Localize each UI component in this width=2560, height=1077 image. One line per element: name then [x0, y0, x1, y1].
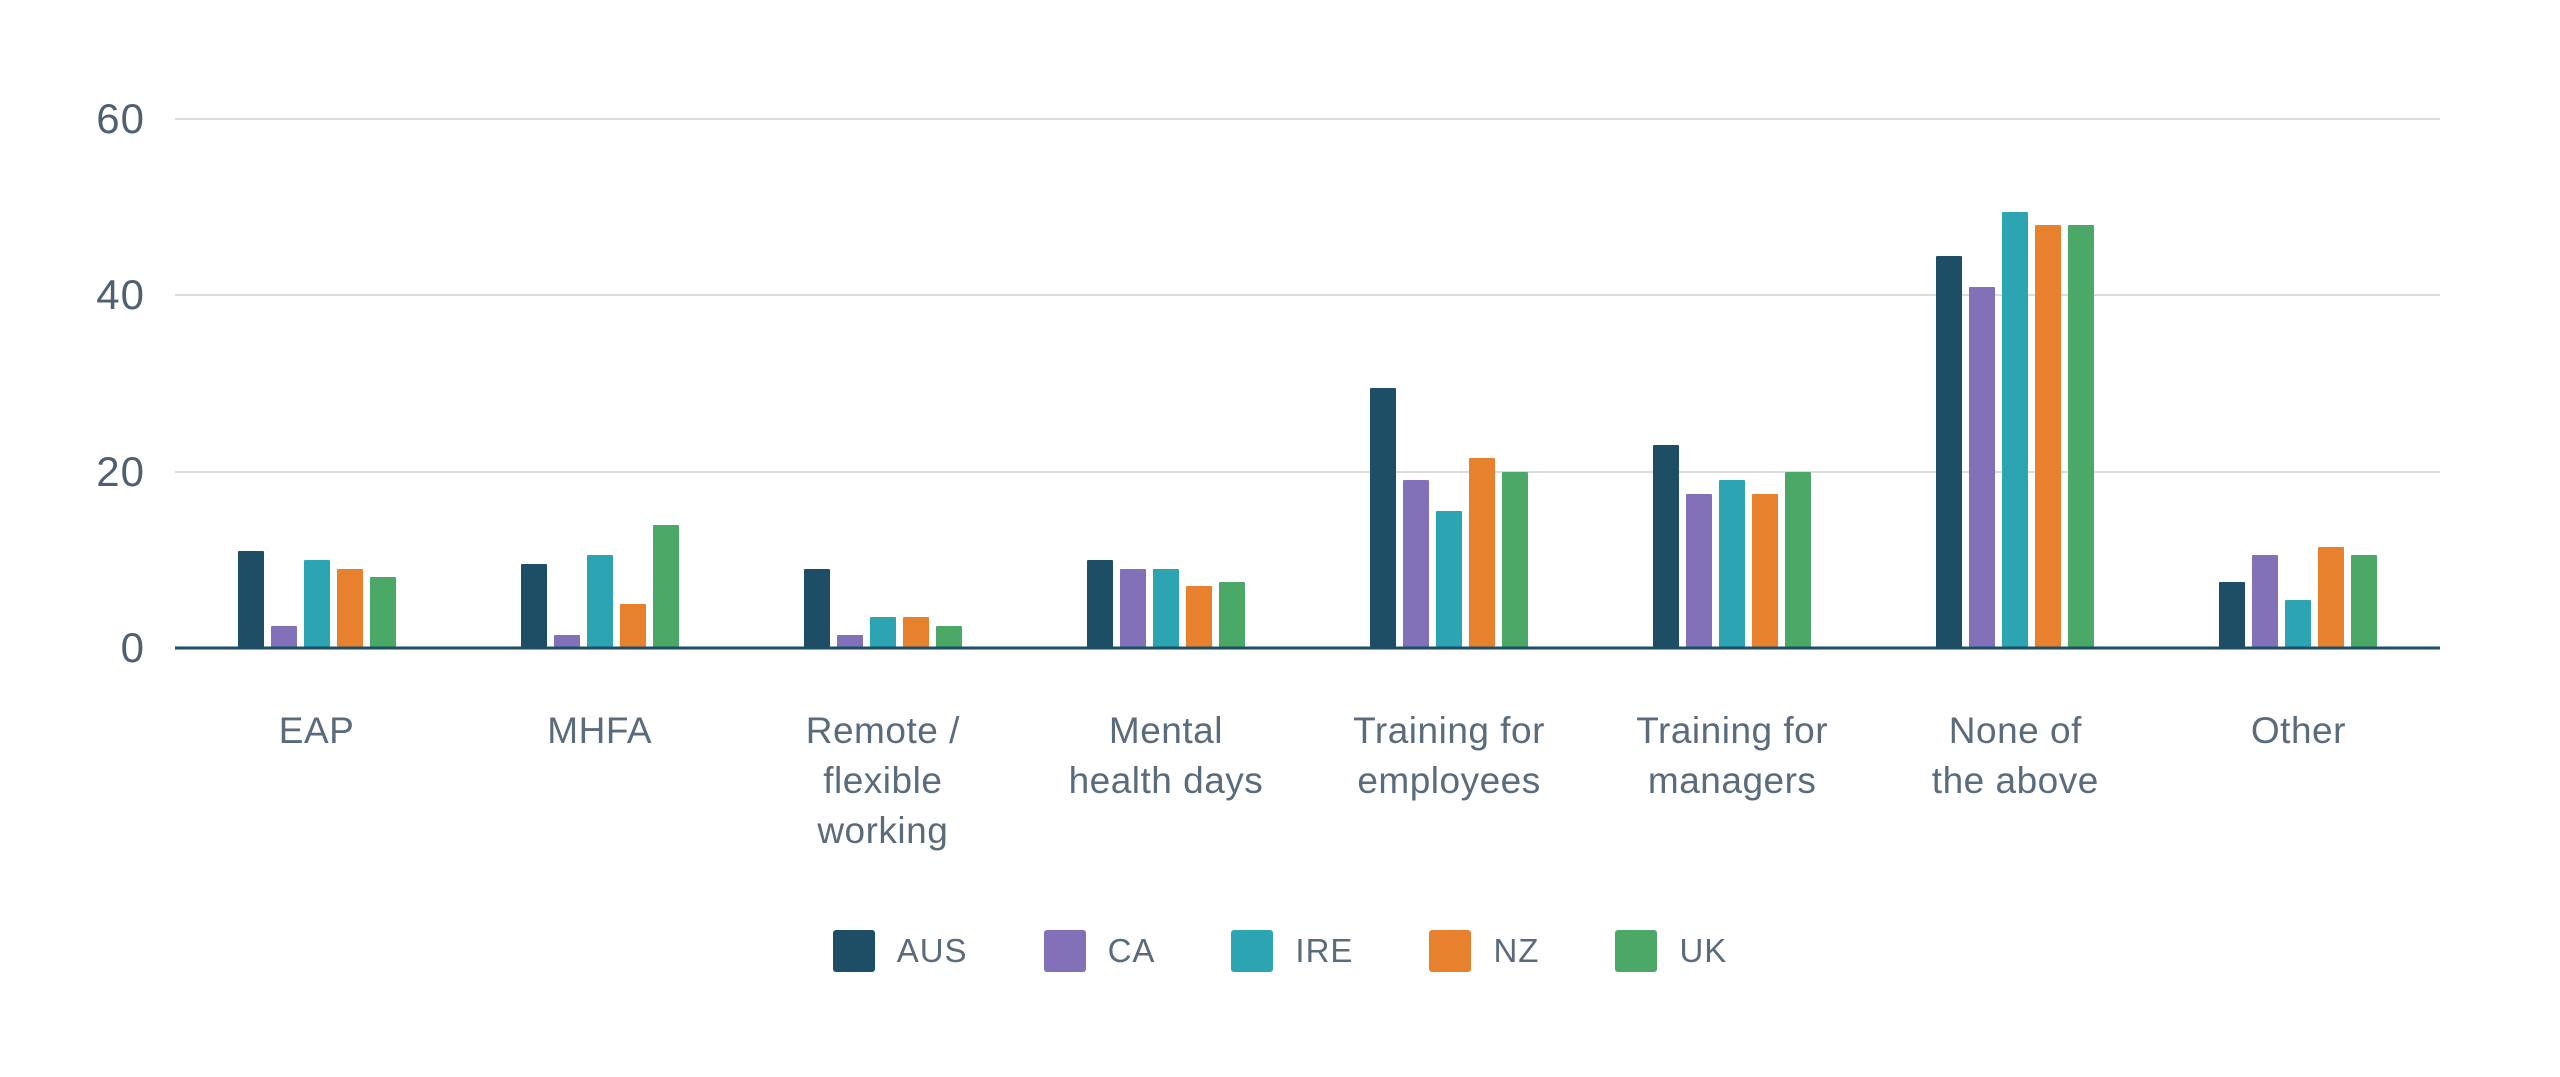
bar-ire-training-for-managers: [1719, 480, 1746, 648]
plot-area: EAP MHFA Remote / flexible working Mental h…: [96, 98, 2440, 851]
legend: AUS CA IRE NZ UK: [0, 930, 2560, 972]
bar-aus-other: [2219, 581, 2246, 648]
bar-ire-other: [2285, 599, 2312, 648]
bar-group-none-of-the-above: [1874, 119, 2157, 648]
bar-group-remote-flexible-working: [741, 119, 1024, 648]
bar-ca-remote-flexible-working: [836, 634, 863, 648]
x-axis-labels: EAP MHFA Remote / flexible working Mental h…: [175, 706, 2440, 856]
bar-aus-remote-flexible-working: [803, 568, 830, 648]
bar-group-other: [2157, 119, 2440, 648]
legend-label-ca: CA: [1107, 932, 1156, 969]
bar-ca-mental-health-days: [1119, 568, 1146, 648]
bar-ca-mhfa: [553, 634, 580, 648]
bar-uk-none-of-the-above: [2068, 224, 2095, 648]
legend-item-ire: IRE: [1231, 930, 1353, 972]
bar-aus-none-of-the-above: [1936, 255, 1963, 648]
legend-item-aus: AUS: [832, 930, 968, 972]
legend-swatch-aus: [832, 930, 875, 972]
bar-uk-training-for-managers: [1785, 471, 1812, 648]
bar-aus-eap: [237, 551, 264, 648]
bar-uk-remote-flexible-working: [935, 625, 962, 648]
x-axis-label-training-for-managers: Training for managers: [1636, 710, 1829, 801]
gridline-20: [175, 470, 2440, 473]
bar-aus-mental-health-days: [1086, 559, 1113, 648]
legend-swatch-nz: [1429, 930, 1472, 972]
x-axis-label-other: Other: [2250, 710, 2346, 751]
bar-group-training-for-managers: [1591, 119, 1874, 648]
bar-ca-training-for-employees: [1403, 480, 1430, 648]
bar-ire-mental-health-days: [1152, 568, 1179, 648]
bar-groups: [175, 119, 2440, 648]
legend-swatch-ire: [1231, 930, 1274, 972]
bar-nz-mhfa: [619, 603, 646, 648]
bar-ire-eap: [303, 559, 330, 648]
bar-uk-eap: [369, 577, 396, 648]
bar-uk-mental-health-days: [1218, 581, 1245, 648]
bar-uk-training-for-employees: [1502, 471, 1529, 648]
x-axis-label-mental-health-days: Mental health days: [1068, 710, 1264, 801]
x-axis-line: [175, 646, 2440, 650]
y-tick-label-0: 0: [120, 624, 145, 671]
bar-group-training-for-employees: [1308, 119, 1591, 648]
bar-group-mhfa: [458, 119, 741, 648]
bar-nz-mental-health-days: [1185, 586, 1212, 648]
x-axis-label-training-for-employees: Training for employees: [1353, 710, 1545, 801]
y-tick-label-20: 20: [96, 447, 145, 495]
legend-swatch-uk: [1615, 930, 1658, 972]
bar-ca-eap: [270, 625, 297, 648]
bar-nz-remote-flexible-working: [902, 617, 929, 648]
gridline-40: [175, 294, 2440, 297]
legend-item-uk: UK: [1615, 930, 1727, 972]
bar-ca-training-for-managers: [1686, 493, 1713, 648]
bar-nz-training-for-managers: [1752, 493, 1779, 648]
x-axis-label-none-of-the-above: None of the above: [1931, 710, 2099, 801]
x-axis-label-remote-flexible-working: Remote / flexible working: [805, 710, 960, 851]
bar-ire-training-for-employees: [1436, 511, 1463, 648]
bar-group-eap: [175, 119, 458, 648]
bar-ire-none-of-the-above: [2002, 211, 2029, 648]
legend-label-nz: NZ: [1493, 932, 1540, 969]
bar-group-mental-health-days: [1024, 119, 1307, 648]
x-axis-label-eap: EAP: [278, 710, 355, 751]
bar-uk-mhfa: [652, 524, 679, 648]
legend-label-ire: IRE: [1295, 932, 1354, 969]
bar-uk-other: [2351, 555, 2378, 648]
bar-nz-other: [2318, 546, 2345, 648]
bar-aus-training-for-managers: [1653, 445, 1680, 648]
legend-item-ca: CA: [1043, 930, 1156, 972]
legend-swatch-ca: [1043, 930, 1086, 972]
bar-nz-training-for-employees: [1469, 458, 1496, 648]
legend-label-aus: AUS: [896, 932, 968, 969]
bar-ire-remote-flexible-working: [869, 617, 896, 648]
y-tick-label-40: 40: [96, 271, 145, 319]
bar-nz-none-of-the-above: [2035, 224, 2062, 648]
legend-item-nz: NZ: [1429, 930, 1539, 972]
bar-ca-other: [2252, 555, 2279, 648]
legend-label-uk: UK: [1679, 932, 1728, 969]
bar-aus-mhfa: [520, 564, 547, 648]
bar-aus-training-for-employees: [1370, 387, 1397, 648]
x-axis-label-mhfa: MHFA: [547, 710, 653, 751]
bar-ca-none-of-the-above: [1969, 286, 1996, 648]
bar-ire-mhfa: [586, 555, 613, 648]
y-tick-label-60: 60: [96, 95, 145, 142]
bar-nz-eap: [336, 568, 363, 648]
gridline-60: [175, 118, 2440, 120]
